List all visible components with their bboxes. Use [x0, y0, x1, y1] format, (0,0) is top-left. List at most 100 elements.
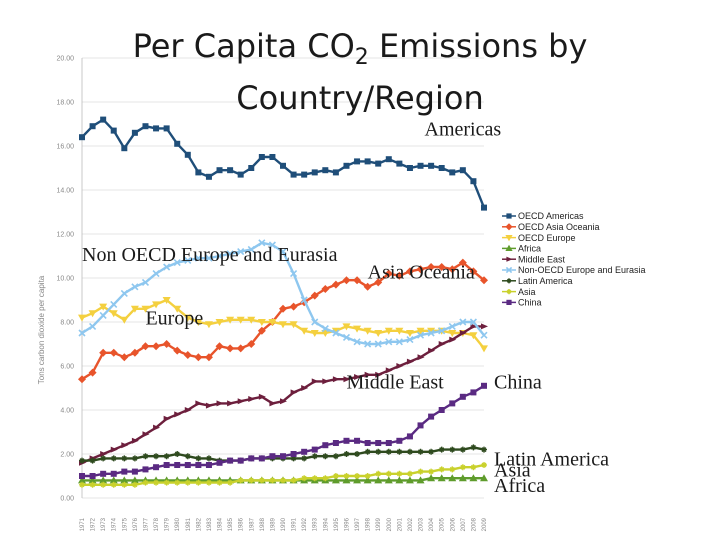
data-point — [290, 389, 298, 396]
data-point — [184, 151, 191, 158]
x-tick-label: 1982 — [196, 517, 202, 531]
data-point — [459, 464, 466, 471]
data-point — [428, 413, 435, 420]
data-point — [417, 162, 424, 169]
data-point — [470, 323, 478, 330]
annotation-latin-america: Latin America — [494, 448, 609, 470]
x-tick-label: 1992 — [302, 517, 308, 531]
data-point — [215, 252, 224, 260]
data-point — [248, 455, 255, 462]
data-point — [332, 329, 340, 337]
series-oecd-americas — [79, 116, 487, 211]
data-point — [428, 347, 436, 354]
series-layer — [78, 116, 488, 488]
data-point — [396, 448, 403, 455]
data-point — [364, 440, 371, 446]
legend-label: OECD Europe — [518, 233, 576, 243]
y-tick-label: 14.00 — [56, 188, 74, 195]
data-point — [99, 476, 108, 484]
data-point — [247, 245, 255, 253]
data-point — [343, 473, 350, 479]
x-tick-label: 1984 — [218, 517, 224, 531]
data-point — [385, 338, 393, 346]
data-point — [152, 301, 161, 309]
data-point — [174, 479, 181, 486]
data-point — [406, 433, 413, 440]
data-point — [385, 440, 392, 446]
data-point — [428, 468, 435, 475]
data-point — [141, 342, 150, 351]
data-point — [205, 402, 213, 409]
data-point — [120, 353, 129, 362]
data-point — [79, 134, 85, 141]
data-point — [406, 470, 413, 477]
annotation-non-oecd: Non OECD Europe and Eurasia — [82, 244, 338, 266]
data-point — [290, 477, 297, 484]
y-tick-label: 6.00 — [60, 364, 74, 371]
data-point — [417, 422, 424, 429]
data-point — [237, 171, 244, 178]
data-point — [396, 437, 403, 444]
data-point — [321, 330, 330, 337]
data-point — [396, 470, 403, 477]
data-point — [174, 140, 181, 147]
data-point — [247, 316, 256, 324]
data-point — [437, 474, 446, 482]
data-point — [448, 474, 457, 482]
y-tick-label: 16.00 — [56, 144, 74, 151]
data-point — [354, 473, 361, 479]
data-point — [109, 310, 118, 318]
data-point — [354, 158, 361, 165]
data-point — [205, 254, 213, 262]
data-point — [279, 321, 287, 329]
data-point — [131, 129, 138, 136]
data-point — [428, 448, 435, 455]
data-point — [236, 316, 245, 324]
data-point — [247, 340, 256, 348]
data-point — [289, 302, 298, 311]
data-point — [332, 473, 339, 479]
annotations: Americas Non OECD Europe and Eurasia Asia … — [82, 118, 609, 496]
data-point — [395, 476, 404, 484]
legend-label: Asia — [518, 287, 536, 297]
x-tick-label: 1974 — [112, 517, 118, 531]
data-point — [301, 475, 308, 482]
data-point — [385, 448, 392, 455]
data-point — [215, 319, 224, 326]
data-point — [449, 400, 456, 407]
data-point — [88, 368, 97, 377]
data-point — [321, 285, 330, 293]
data-point — [385, 156, 392, 163]
legend-swatch-marker — [506, 299, 512, 305]
data-point — [480, 331, 488, 339]
data-point — [290, 455, 297, 462]
data-point — [78, 329, 86, 337]
data-point — [332, 169, 339, 176]
data-point — [364, 448, 371, 455]
data-point — [395, 327, 404, 335]
data-point — [99, 311, 107, 319]
data-point — [374, 330, 383, 337]
data-point — [384, 476, 393, 484]
x-tick-label: 1989 — [270, 517, 276, 531]
legend-item-oecd-europe: OECD Europe — [502, 233, 576, 243]
data-point — [290, 270, 298, 278]
data-point — [100, 470, 107, 477]
data-point — [331, 476, 340, 484]
data-point — [354, 374, 362, 380]
x-tick-label: 2006 — [450, 517, 456, 531]
data-point — [131, 455, 138, 462]
data-point — [481, 204, 487, 211]
legend-item-africa: Africa — [502, 244, 541, 254]
data-point — [331, 327, 340, 335]
y-tick-label: 12.00 — [56, 232, 74, 239]
data-point — [258, 477, 265, 484]
annotation-europe: Europe — [145, 308, 203, 330]
x-tick-label: 1980 — [175, 517, 181, 531]
x-tick-label: 1986 — [239, 517, 245, 531]
data-point — [100, 116, 107, 123]
data-point — [89, 322, 97, 330]
data-point — [416, 331, 425, 339]
data-point — [163, 462, 170, 468]
x-tick-label: 1995 — [334, 517, 340, 531]
